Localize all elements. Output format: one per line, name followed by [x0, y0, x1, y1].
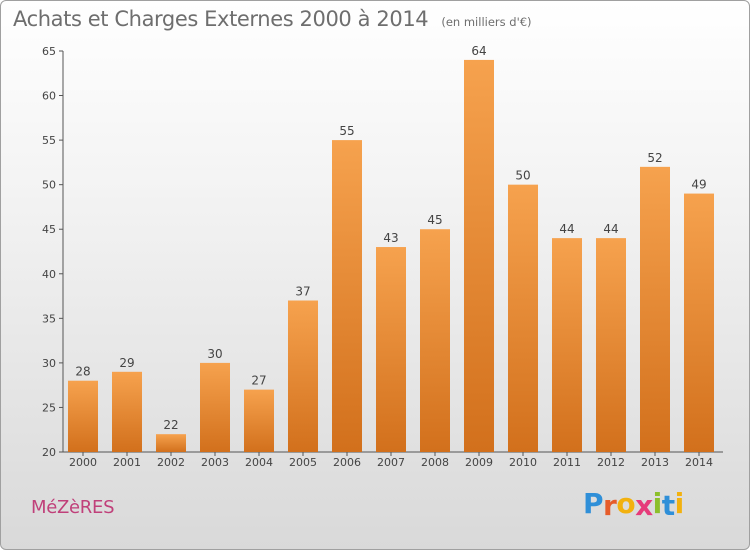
logo-letter: P [583, 487, 604, 520]
bar [288, 300, 318, 452]
bar [68, 380, 98, 452]
y-tick-label: 45 [42, 223, 56, 236]
y-tick-label: 60 [42, 90, 56, 103]
x-tick-label: 2007 [377, 456, 405, 469]
y-tick-label: 30 [42, 357, 56, 370]
data-label: 30 [207, 347, 222, 361]
y-tick-label: 55 [42, 134, 56, 147]
chart-labels: 28 29 22 30 27 37 55 43 45 64 50 44 44 52 49 [75, 44, 706, 432]
bar [112, 371, 142, 452]
chart-title: Achats et Charges Externes 2000 à 2014 [13, 7, 429, 31]
bar [332, 140, 362, 452]
x-tick-label: 2014 [685, 456, 713, 469]
data-label: 37 [295, 285, 310, 299]
bar [596, 238, 626, 452]
logo-letter: r [603, 489, 617, 522]
x-tick-label: 2003 [201, 456, 229, 469]
x-tick-label: 2010 [509, 456, 537, 469]
bar [552, 238, 582, 452]
y-tick-label: 35 [42, 312, 56, 325]
x-tick-label: 2005 [289, 456, 317, 469]
chart-title-row: Achats et Charges Externes 2000 à 2014 (… [13, 7, 532, 31]
x-tick-label: 2002 [157, 456, 185, 469]
chart-bars [68, 59, 714, 453]
y-tick-label: 25 [42, 401, 56, 414]
y-tick-label: 65 [42, 45, 56, 58]
data-label: 45 [427, 213, 442, 227]
commune-name: MéZèRES [31, 497, 115, 518]
bar [420, 229, 450, 452]
chart-axes: 20 25 30 35 40 45 50 55 60 65 2000 2001 2002 2003 2004… [42, 45, 723, 469]
data-label: 44 [559, 222, 574, 236]
x-tick-label: 2000 [69, 456, 97, 469]
y-tick-label: 40 [42, 268, 56, 281]
bar [684, 193, 714, 453]
bar [640, 166, 670, 452]
logo-letter: t [661, 489, 675, 522]
x-tick-label: 2004 [245, 456, 273, 469]
bar [376, 247, 406, 452]
bar [156, 434, 186, 452]
bar [244, 389, 274, 452]
data-label: 49 [691, 178, 706, 192]
data-label: 22 [163, 418, 178, 432]
logo-letter: i [652, 487, 663, 520]
logo-letter: o [616, 487, 636, 520]
data-label: 50 [515, 169, 530, 183]
logo-letter: x [635, 489, 653, 522]
x-tick-label: 2013 [641, 456, 669, 469]
data-label: 28 [75, 365, 90, 379]
data-label: 55 [339, 124, 354, 138]
x-tick-label: 2006 [333, 456, 361, 469]
logo-letter: i [674, 487, 685, 520]
x-tick-label: 2001 [113, 456, 141, 469]
bar [464, 59, 494, 453]
x-tick-label: 2008 [421, 456, 449, 469]
bar [200, 362, 230, 452]
data-label: 44 [603, 222, 618, 236]
proxiti-logo[interactable]: Proxiti [583, 487, 685, 522]
data-label: 43 [383, 231, 398, 245]
x-tick-label: 2011 [553, 456, 581, 469]
chart-subtitle: (en milliers d'€) [441, 15, 532, 29]
x-tick-label: 2009 [465, 456, 493, 469]
data-label: 29 [119, 356, 134, 370]
y-tick-label: 20 [42, 446, 56, 459]
data-label: 52 [647, 151, 662, 165]
x-tick-label: 2012 [597, 456, 625, 469]
data-label: 64 [471, 44, 486, 58]
y-tick-label: 50 [42, 179, 56, 192]
data-label: 27 [251, 374, 266, 388]
bar [508, 184, 538, 452]
